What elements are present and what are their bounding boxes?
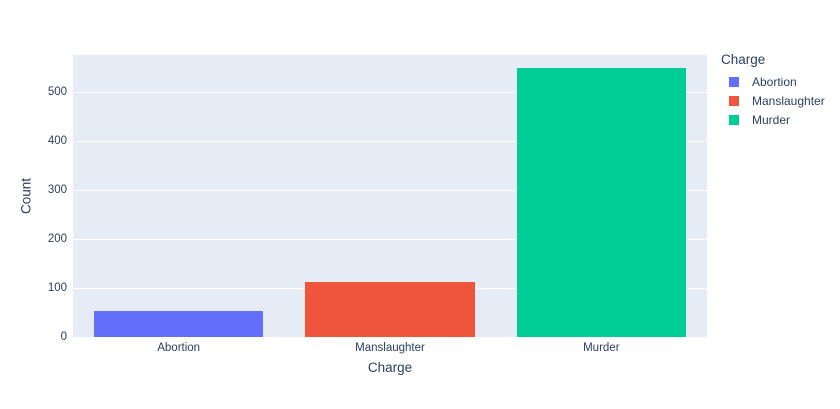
gridline [73, 141, 707, 142]
legend-swatch-abortion [729, 76, 739, 87]
bar-manslaughter[interactable] [305, 281, 475, 337]
x-tick-label: Murder [583, 342, 620, 354]
legend: Charge Abortion Manslaughter Murder [716, 52, 825, 129]
y-tick-label: 0 [60, 330, 67, 343]
legend-item-label: Abortion [752, 74, 797, 89]
y-tick-label: 100 [47, 281, 67, 294]
y-tick-label: 500 [47, 86, 67, 99]
gridline [73, 92, 707, 94]
plot-area[interactable] [73, 55, 707, 337]
y-tick-label: 400 [47, 135, 67, 147]
legend-item-abortion[interactable]: Abortion [716, 72, 825, 91]
bar-murder[interactable] [516, 68, 686, 337]
legend-swatch-manslaughter [729, 95, 739, 106]
y-tick-label: 200 [47, 232, 67, 245]
legend-item-murder[interactable]: Murder [716, 110, 825, 129]
x-tick-label: Manslaughter [355, 342, 425, 354]
bar-abortion[interactable] [94, 310, 264, 337]
x-axis-title: Charge [367, 360, 413, 375]
legend-item-manslaughter[interactable]: Manslaughter [716, 91, 825, 110]
x-tick-label: Abortion [157, 342, 201, 354]
gridline [73, 238, 707, 240]
legend-title: Charge [721, 52, 766, 67]
gridline [73, 189, 707, 191]
legend-item-label: Murder [752, 112, 791, 127]
legend-item-label: Manslaughter [752, 93, 825, 108]
legend-swatch-murder [729, 114, 739, 125]
y-tick-label: 300 [47, 183, 67, 196]
